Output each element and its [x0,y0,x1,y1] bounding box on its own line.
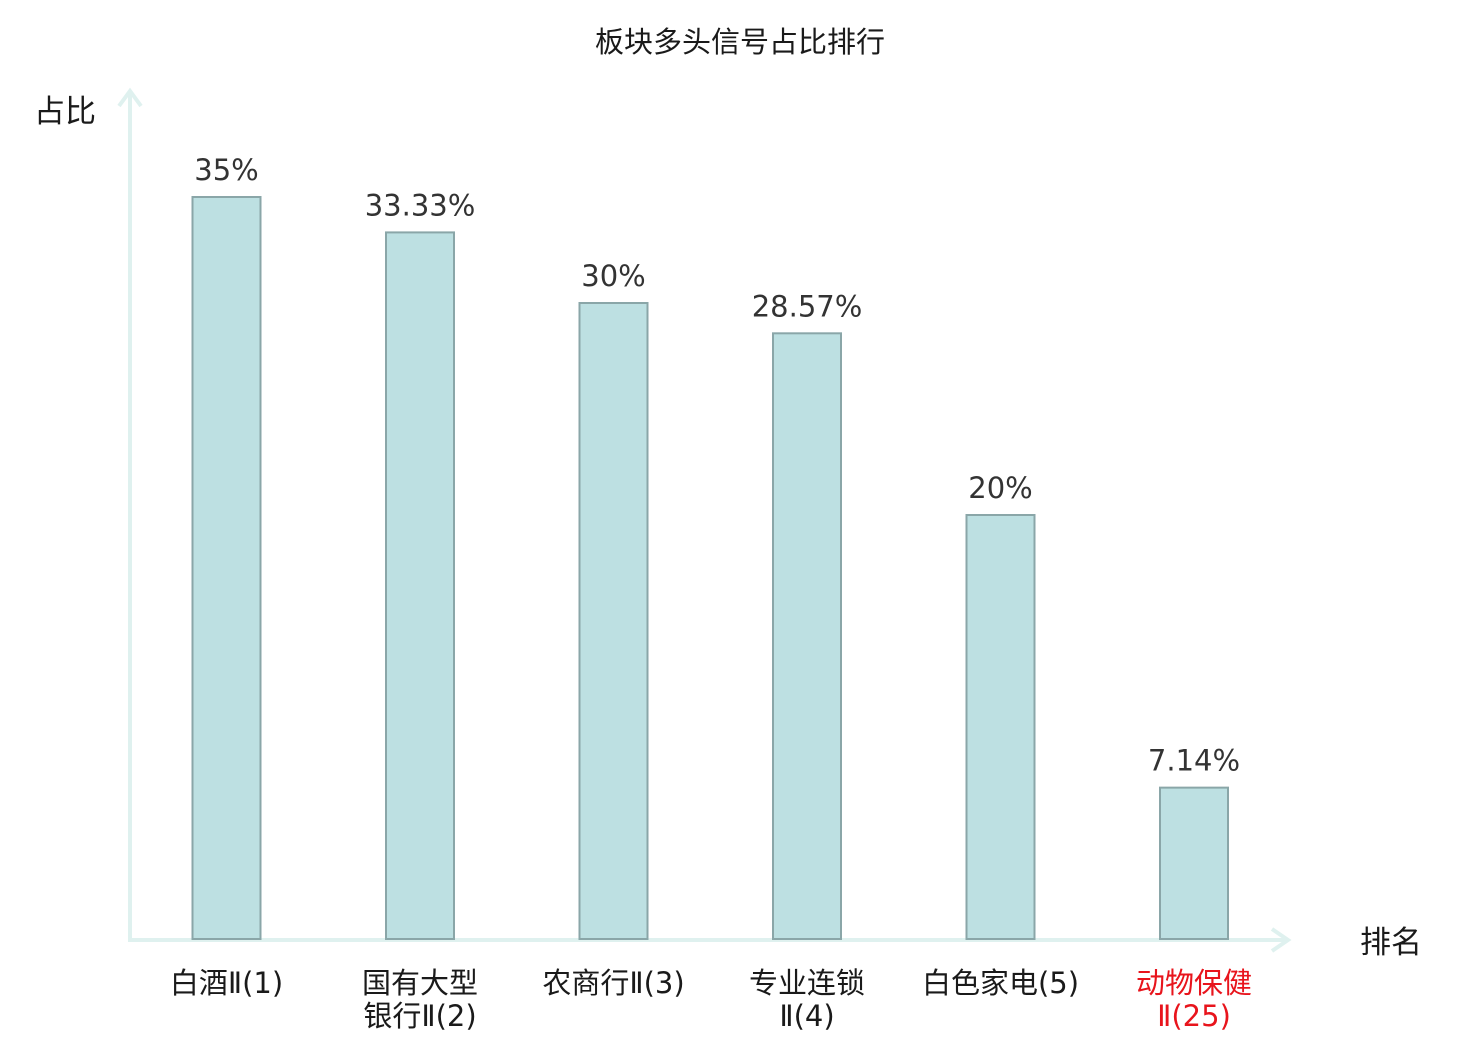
value-labels-layer: 35% 33.33% 30% 28.57% 20% 7.14% [194,153,1240,778]
category-label: 白色家电(5) [922,966,1079,1000]
bar-value-label: 30% [581,259,645,293]
chart-title: 板块多头信号占比排行 [595,25,885,59]
bar [772,332,842,941]
category-label: 专业连锁 [749,966,865,1000]
category-label: 银行Ⅱ(2) [363,999,476,1033]
category-label: 农商行Ⅱ(3) [542,966,684,1000]
category-label: Ⅱ(4) [779,999,834,1033]
bar-value-label: 20% [968,471,1032,505]
y-axis-label: 占比 [34,94,96,130]
category-label: Ⅱ(25) [1157,999,1231,1033]
x-axis-arrow-icon [1270,927,1292,953]
bar [385,231,455,941]
bar-value-label: 33.33% [365,188,476,222]
bar-value-label: 35% [194,153,258,187]
bar [578,302,649,940]
y-axis-arrow-icon [117,87,143,108]
category-label: 白酒Ⅱ(1) [170,966,283,1000]
bar [965,514,1036,940]
x-axis-label: 排名 [1360,925,1422,961]
category-label: 动物保健 [1136,966,1252,1000]
bars-layer [191,196,1229,941]
category-label: 国有大型 [362,966,478,1000]
bar-value-label: 28.57% [752,289,863,323]
bar [191,196,262,940]
bar [1159,786,1229,941]
bar-value-label: 7.14% [1148,744,1240,778]
